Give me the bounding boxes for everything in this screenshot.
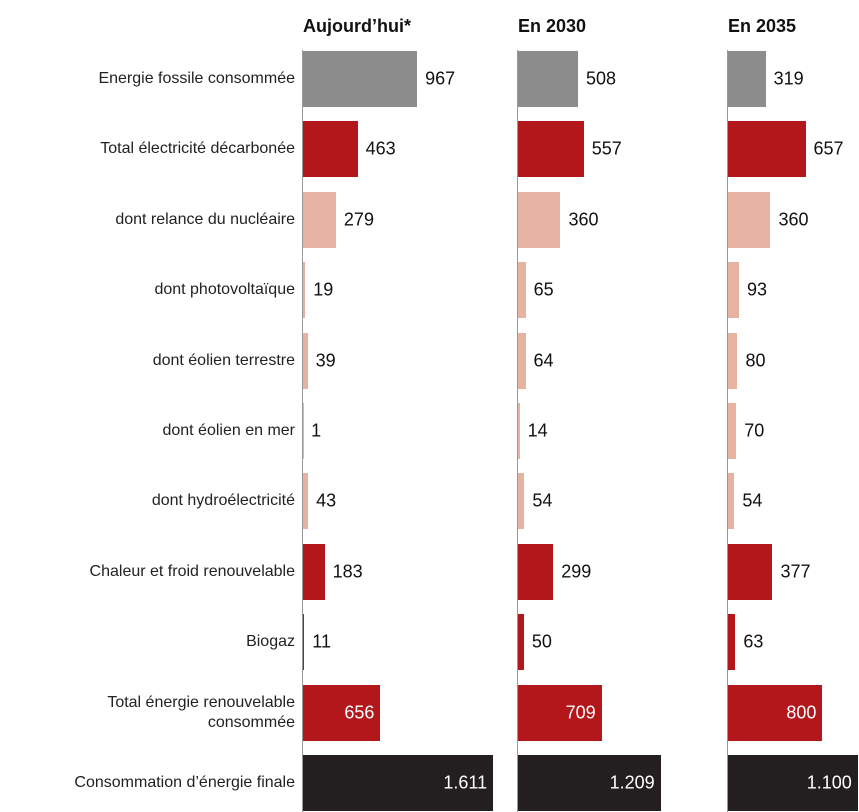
value-label: 1.100 — [806, 772, 852, 793]
bar — [728, 121, 806, 178]
bar — [728, 403, 737, 459]
bar — [303, 473, 309, 530]
value-label: 54 — [532, 490, 553, 511]
panel-header: En 2030 — [518, 16, 587, 36]
bar — [728, 543, 773, 600]
value-label: 360 — [568, 209, 599, 230]
category-label: dont éolien terrestre — [152, 351, 295, 369]
category-label: Total électricité décarbonée — [100, 140, 295, 158]
category-label: dont relance du nucléaire — [115, 210, 295, 228]
bar — [518, 473, 525, 530]
bar — [518, 332, 526, 389]
bar — [728, 51, 766, 107]
bar — [303, 121, 358, 178]
axis-line — [517, 50, 518, 812]
value-label: 43 — [316, 490, 337, 511]
value-label: 1.611 — [443, 772, 488, 793]
value-label: 557 — [591, 138, 622, 159]
category-label: Biogaz — [246, 633, 295, 651]
bar — [518, 614, 524, 671]
bar — [303, 262, 306, 319]
value-label: 709 — [565, 702, 596, 723]
category-label: Energie fossile consommée — [98, 70, 295, 87]
value-label: 656 — [344, 702, 375, 723]
bar — [518, 403, 520, 459]
bar — [303, 684, 381, 741]
category-label: Total énergie renouvelable consommée — [107, 693, 295, 731]
value-label: 50 — [531, 631, 552, 652]
value-label: 93 — [746, 279, 767, 300]
value-label: 70 — [744, 420, 765, 441]
bar — [728, 473, 735, 530]
axis-line — [727, 50, 728, 812]
value-label: 360 — [778, 209, 809, 230]
axis-line — [302, 50, 303, 812]
value-label: 80 — [745, 350, 766, 371]
value-label: 279 — [343, 209, 374, 230]
value-label: 463 — [365, 138, 396, 159]
bar — [303, 191, 336, 248]
bar — [728, 191, 771, 248]
value-label: 14 — [527, 420, 548, 441]
value-label: 64 — [533, 350, 554, 371]
bar — [728, 684, 823, 741]
value-label: 39 — [315, 350, 336, 371]
panel-header: Aujourd’hui* — [303, 16, 411, 36]
bar — [303, 755, 494, 811]
category-label: Chaleur et froid renouvelable — [89, 562, 295, 580]
bar — [728, 755, 858, 811]
bar — [518, 684, 602, 741]
bar — [303, 614, 305, 671]
category-label: dont éolien en mer — [162, 422, 295, 439]
value-label: 54 — [742, 490, 763, 511]
value-label: 299 — [561, 561, 592, 582]
panel-header: En 2035 — [728, 16, 797, 36]
value-label: 183 — [332, 561, 363, 582]
bar — [303, 543, 325, 600]
bar — [518, 51, 578, 107]
bar — [728, 262, 739, 319]
bar — [518, 755, 661, 811]
bar — [303, 51, 418, 107]
bar — [518, 121, 584, 178]
bar — [518, 262, 526, 319]
value-label: 1 — [311, 420, 322, 441]
value-label: 319 — [773, 68, 804, 89]
value-label: 800 — [786, 702, 817, 723]
value-label: 657 — [813, 138, 844, 159]
value-label: 377 — [780, 561, 811, 582]
bar — [518, 543, 554, 600]
value-label: 967 — [425, 68, 456, 89]
bar — [303, 332, 308, 389]
value-label: 63 — [743, 631, 764, 652]
bar — [518, 191, 561, 248]
bar — [728, 614, 736, 671]
value-label: 11 — [312, 631, 331, 652]
value-label: 508 — [585, 68, 616, 89]
bar — [728, 332, 738, 389]
value-label: 1.209 — [609, 772, 655, 793]
category-label: dont hydroélectricité — [151, 492, 295, 510]
category-label: Consommation d’énergie finale — [74, 774, 295, 791]
value-label: 65 — [533, 279, 554, 300]
value-label: 19 — [313, 279, 334, 300]
category-label: dont photovoltaïque — [154, 281, 295, 299]
